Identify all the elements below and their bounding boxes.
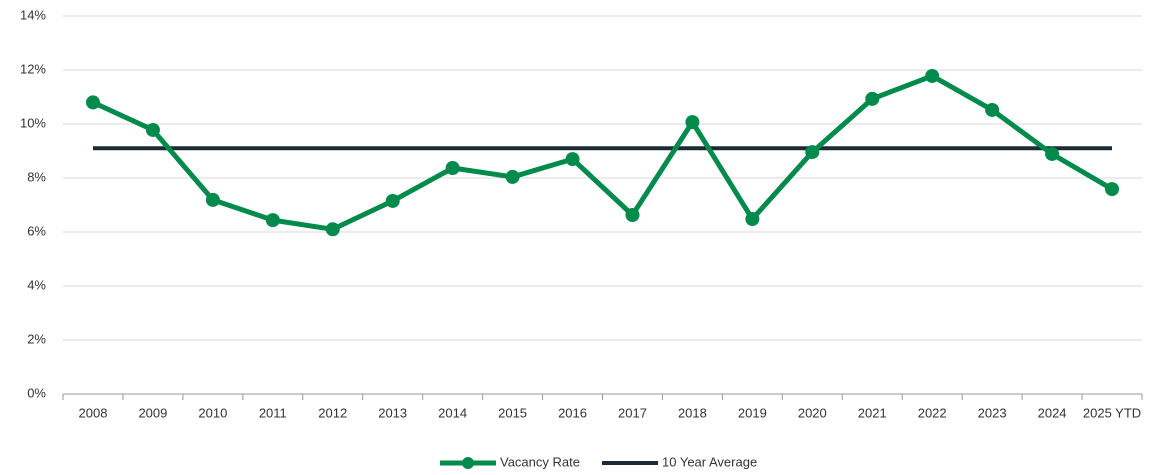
x-tick-label: 2022 <box>918 405 947 420</box>
y-tick-label: 2% <box>27 331 46 346</box>
x-tick-label: 2020 <box>798 405 827 420</box>
x-tick-label: 2010 <box>198 405 227 420</box>
y-tick-label: 0% <box>27 385 46 400</box>
y-tick-label: 4% <box>27 277 46 292</box>
y-tick-label: 12% <box>20 61 46 76</box>
point <box>625 207 640 222</box>
legend-marker <box>462 457 474 469</box>
point <box>985 102 1000 117</box>
point <box>85 95 100 110</box>
y-tick-label: 6% <box>27 223 46 238</box>
x-tick-label: 2012 <box>318 405 347 420</box>
x-tick-label: 2017 <box>618 405 647 420</box>
point <box>925 68 940 83</box>
x-tick-label: 2015 <box>498 405 527 420</box>
point <box>265 213 280 228</box>
legend-label: Vacancy Rate <box>500 454 580 469</box>
point <box>385 193 400 208</box>
point <box>745 212 760 227</box>
y-tick-label: 14% <box>20 7 46 22</box>
point <box>1045 146 1060 161</box>
x-tick-label: 2011 <box>259 405 287 420</box>
legend-label: 10 Year Average <box>662 454 757 469</box>
x-tick-label: 2025 YTD <box>1083 405 1141 420</box>
x-tick-label: 2023 <box>978 405 1007 420</box>
x-tick-label: 2019 <box>738 405 767 420</box>
series-line <box>91 73 1114 232</box>
point <box>565 152 580 167</box>
point <box>805 145 820 160</box>
x-tick-label: 2013 <box>378 405 407 420</box>
x-tick-label: 2016 <box>558 405 587 420</box>
x-tick-label: 2008 <box>79 405 108 420</box>
x-tick-label: 2021 <box>858 405 887 420</box>
point <box>145 122 160 137</box>
x-tick-label: 2014 <box>438 405 467 420</box>
point <box>685 115 700 130</box>
y-tick-label: 10% <box>20 115 46 130</box>
x-tick-label: 2009 <box>138 405 167 420</box>
x-tick-label: 2018 <box>678 405 707 420</box>
point <box>205 192 220 207</box>
point <box>445 161 460 176</box>
point <box>325 222 340 237</box>
point <box>1105 182 1120 197</box>
y-tick-label: 8% <box>27 169 46 184</box>
point <box>865 91 880 106</box>
point <box>505 169 520 184</box>
x-tick-label: 2024 <box>1038 405 1067 420</box>
